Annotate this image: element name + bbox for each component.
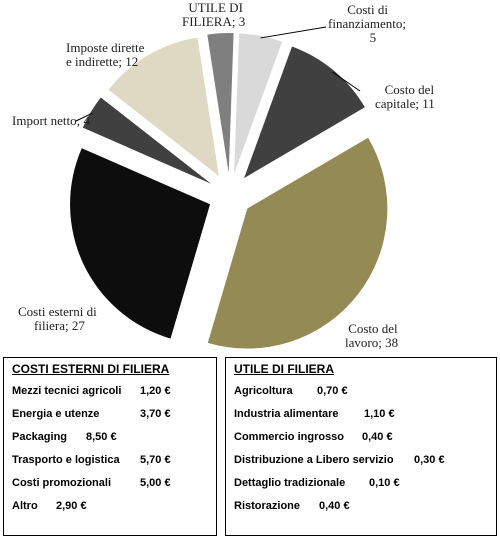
row-value: 0,40 €	[362, 431, 393, 443]
row-label: Energia e utenze	[12, 408, 100, 420]
row-label: Distribuzione a Libero servizio	[234, 454, 394, 466]
row-label: Ristorazione	[234, 500, 301, 512]
table-row: Costi promozionali 5,00 €	[12, 477, 171, 489]
leader-line	[332, 71, 361, 92]
pie-slice	[234, 33, 283, 174]
row-value: 8,50 €	[86, 431, 117, 443]
slice-label: Costi esterni di filiera; 27	[18, 304, 97, 333]
table-row: Energia e utenze 3,70 €	[12, 408, 171, 420]
row-value: 0,40 €	[319, 500, 350, 512]
table-row: Distribuzione a Libero servizio 0,30 €	[234, 454, 445, 466]
leader-line	[75, 112, 93, 122]
row-label: Trasporto e logistica	[12, 454, 120, 466]
row-label: Mezzi tecnici agricoli	[12, 385, 122, 397]
table-row: Industria alimentare 1,10 €	[234, 408, 395, 420]
table-row: Commercio ingrosso 0,40 €	[234, 431, 393, 443]
row-label: Costi promozionali	[12, 477, 111, 489]
slice-label: Costi di finanziamento; 5	[328, 2, 406, 45]
leader-line	[260, 26, 327, 39]
table-row: Trasporto e logistica 5,70 €	[12, 454, 171, 466]
row-value: 5,00 €	[140, 477, 171, 489]
table-row: Agricoltura 0,70 €	[234, 385, 348, 397]
table-row: Altro 2,90 €	[12, 500, 87, 512]
row-value: 1,10 €	[364, 408, 395, 420]
row-value: 1,20 €	[140, 385, 171, 397]
row-value: 0,30 €	[414, 454, 445, 466]
table-row: Dettaglio tradizionale 0,10 €	[234, 477, 400, 489]
slice-label: Imposte dirette e indirette; 12	[66, 40, 145, 69]
row-label: Altro	[12, 500, 38, 512]
slice-label: Import netto; 4	[12, 113, 90, 128]
row-label: Industria alimentare	[234, 408, 339, 420]
row-label: Agricoltura	[234, 385, 293, 397]
pie-slice	[207, 137, 388, 349]
table-row: Ristorazione 0,40 €	[234, 500, 350, 512]
utile-filiera-title: UTILE DI FILIERA	[234, 362, 334, 376]
leader-lines	[75, 26, 361, 122]
pie-slices	[70, 33, 388, 349]
row-value: 3,70 €	[140, 408, 171, 420]
costi-esterni-table: COSTI ESTERNI DI FILIERA Mezzi tecnici a…	[3, 357, 217, 536]
table-row: Packaging 8,50 €	[12, 431, 117, 443]
pie-slice	[244, 46, 365, 179]
slice-label: UTILE DI FILIERA; 3	[182, 0, 245, 29]
row-label: Dettaglio tradizionale	[234, 477, 346, 489]
slice-labels: Costi di finanziamento; 5 Costo del capitale…	[12, 0, 435, 350]
row-label: Commercio ingrosso	[234, 431, 345, 443]
pie-slice	[207, 33, 234, 174]
row-value: 2,90 €	[56, 500, 87, 512]
costi-esterni-title: COSTI ESTERNI DI FILIERA	[12, 362, 170, 376]
row-value: 0,70 €	[317, 385, 348, 397]
row-value: 0,10 €	[369, 477, 400, 489]
slice-label: Costo del lavoro; 38	[345, 321, 398, 350]
pie-slice	[70, 148, 211, 339]
table-row: Mezzi tecnici agricoli 1,20 €	[12, 385, 171, 397]
slice-label: Costo del capitale; 11	[375, 82, 435, 111]
pie-slice	[108, 37, 219, 177]
utile-filiera-table: UTILE DI FILIERA Agricoltura 0,70 € Indus…	[225, 357, 497, 536]
pie-chart: Costi di finanziamento; 5 Costo del capitale…	[12, 0, 435, 350]
pie-slice	[82, 97, 212, 184]
row-label: Packaging	[12, 431, 68, 443]
row-value: 5,70 €	[140, 454, 171, 466]
